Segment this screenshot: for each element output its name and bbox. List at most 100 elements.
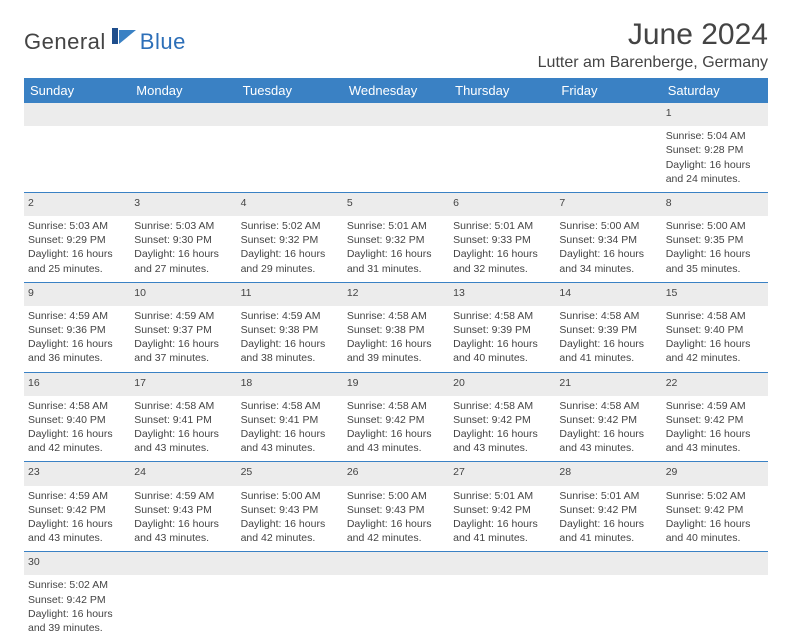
day-number-cell bbox=[449, 103, 555, 126]
day-cell bbox=[130, 126, 236, 192]
day-cell: Sunrise: 5:01 AMSunset: 9:42 PMDaylight:… bbox=[449, 486, 555, 552]
daylight-text: and 35 minutes. bbox=[666, 262, 764, 276]
day-cell bbox=[555, 126, 661, 192]
daylight-text: Daylight: 16 hours bbox=[134, 427, 232, 441]
day-cell bbox=[130, 575, 236, 641]
week-row: Sunrise: 5:04 AMSunset: 9:28 PMDaylight:… bbox=[24, 126, 768, 192]
daylight-text: and 36 minutes. bbox=[28, 351, 126, 365]
day-number-cell: 28 bbox=[555, 462, 661, 486]
daynum-row: 2345678 bbox=[24, 192, 768, 216]
sunrise-text: Sunrise: 4:58 AM bbox=[453, 399, 551, 413]
sunrise-text: Sunrise: 5:01 AM bbox=[453, 489, 551, 503]
daylight-text: and 43 minutes. bbox=[347, 441, 445, 455]
daylight-text: and 31 minutes. bbox=[347, 262, 445, 276]
daylight-text: and 43 minutes. bbox=[453, 441, 551, 455]
daylight-text: Daylight: 16 hours bbox=[241, 427, 339, 441]
daylight-text: Daylight: 16 hours bbox=[347, 427, 445, 441]
day-number-cell: 26 bbox=[343, 462, 449, 486]
day-cell bbox=[237, 575, 343, 641]
daylight-text: and 42 minutes. bbox=[28, 441, 126, 455]
day-number-cell: 9 bbox=[24, 282, 130, 306]
daylight-text: and 43 minutes. bbox=[134, 441, 232, 455]
daylight-text: Daylight: 16 hours bbox=[347, 247, 445, 261]
daylight-text: Daylight: 16 hours bbox=[28, 247, 126, 261]
daylight-text: Daylight: 16 hours bbox=[559, 247, 657, 261]
day-number-cell: 30 bbox=[24, 552, 130, 576]
day-cell bbox=[449, 126, 555, 192]
day-number-cell: 18 bbox=[237, 372, 343, 396]
month-title: June 2024 bbox=[538, 18, 768, 52]
day-cell: Sunrise: 5:00 AMSunset: 9:34 PMDaylight:… bbox=[555, 216, 661, 282]
day-cell: Sunrise: 5:02 AMSunset: 9:42 PMDaylight:… bbox=[662, 486, 768, 552]
col-monday: Monday bbox=[130, 78, 236, 103]
day-number-cell: 16 bbox=[24, 372, 130, 396]
week-row: Sunrise: 4:58 AMSunset: 9:40 PMDaylight:… bbox=[24, 396, 768, 462]
sunrise-text: Sunrise: 4:58 AM bbox=[347, 309, 445, 323]
col-thursday: Thursday bbox=[449, 78, 555, 103]
sunset-text: Sunset: 9:42 PM bbox=[559, 413, 657, 427]
col-wednesday: Wednesday bbox=[343, 78, 449, 103]
sunrise-text: Sunrise: 4:59 AM bbox=[241, 309, 339, 323]
sunrise-text: Sunrise: 5:03 AM bbox=[134, 219, 232, 233]
day-number-cell bbox=[555, 552, 661, 576]
daylight-text: and 25 minutes. bbox=[28, 262, 126, 276]
day-cell bbox=[555, 575, 661, 641]
sunset-text: Sunset: 9:42 PM bbox=[28, 593, 126, 607]
daylight-text: Daylight: 16 hours bbox=[347, 517, 445, 531]
title-block: June 2024 Lutter am Barenberge, Germany bbox=[538, 18, 768, 72]
daylight-text: Daylight: 16 hours bbox=[666, 247, 764, 261]
day-cell bbox=[237, 126, 343, 192]
sunrise-text: Sunrise: 4:59 AM bbox=[134, 309, 232, 323]
daylight-text: and 39 minutes. bbox=[347, 351, 445, 365]
day-number-cell bbox=[343, 552, 449, 576]
daylight-text: Daylight: 16 hours bbox=[28, 337, 126, 351]
daylight-text: and 40 minutes. bbox=[666, 531, 764, 545]
day-number-cell: 4 bbox=[237, 192, 343, 216]
sunset-text: Sunset: 9:43 PM bbox=[134, 503, 232, 517]
sunrise-text: Sunrise: 5:03 AM bbox=[28, 219, 126, 233]
daylight-text: and 41 minutes. bbox=[453, 531, 551, 545]
sunset-text: Sunset: 9:37 PM bbox=[134, 323, 232, 337]
day-number-cell: 3 bbox=[130, 192, 236, 216]
day-number-cell: 23 bbox=[24, 462, 130, 486]
sunrise-text: Sunrise: 5:02 AM bbox=[28, 578, 126, 592]
week-row: Sunrise: 5:03 AMSunset: 9:29 PMDaylight:… bbox=[24, 216, 768, 282]
daylight-text: and 42 minutes. bbox=[666, 351, 764, 365]
location-label: Lutter am Barenberge, Germany bbox=[538, 54, 768, 72]
sunrise-text: Sunrise: 5:02 AM bbox=[666, 489, 764, 503]
day-number-cell: 27 bbox=[449, 462, 555, 486]
day-cell: Sunrise: 5:01 AMSunset: 9:42 PMDaylight:… bbox=[555, 486, 661, 552]
day-number-cell: 1 bbox=[662, 103, 768, 126]
daynum-row: 9101112131415 bbox=[24, 282, 768, 306]
daylight-text: and 37 minutes. bbox=[134, 351, 232, 365]
day-cell: Sunrise: 4:59 AMSunset: 9:38 PMDaylight:… bbox=[237, 306, 343, 372]
sunrise-text: Sunrise: 5:01 AM bbox=[559, 489, 657, 503]
day-number-cell: 17 bbox=[130, 372, 236, 396]
daylight-text: Daylight: 16 hours bbox=[241, 247, 339, 261]
daylight-text: and 39 minutes. bbox=[28, 621, 126, 635]
day-number-cell: 15 bbox=[662, 282, 768, 306]
day-number-cell: 12 bbox=[343, 282, 449, 306]
day-cell: Sunrise: 5:03 AMSunset: 9:30 PMDaylight:… bbox=[130, 216, 236, 282]
daylight-text: Daylight: 16 hours bbox=[559, 517, 657, 531]
daylight-text: Daylight: 16 hours bbox=[347, 337, 445, 351]
day-cell: Sunrise: 4:58 AMSunset: 9:38 PMDaylight:… bbox=[343, 306, 449, 372]
daylight-text: Daylight: 16 hours bbox=[666, 427, 764, 441]
day-number-cell: 24 bbox=[130, 462, 236, 486]
day-cell: Sunrise: 4:59 AMSunset: 9:36 PMDaylight:… bbox=[24, 306, 130, 372]
day-cell bbox=[449, 575, 555, 641]
day-cell: Sunrise: 4:58 AMSunset: 9:40 PMDaylight:… bbox=[24, 396, 130, 462]
day-cell: Sunrise: 5:00 AMSunset: 9:35 PMDaylight:… bbox=[662, 216, 768, 282]
sunset-text: Sunset: 9:42 PM bbox=[453, 413, 551, 427]
sunset-text: Sunset: 9:30 PM bbox=[134, 233, 232, 247]
day-number-cell bbox=[662, 552, 768, 576]
sunset-text: Sunset: 9:40 PM bbox=[666, 323, 764, 337]
sunrise-text: Sunrise: 4:58 AM bbox=[666, 309, 764, 323]
day-cell: Sunrise: 4:58 AMSunset: 9:42 PMDaylight:… bbox=[555, 396, 661, 462]
sunrise-text: Sunrise: 5:00 AM bbox=[347, 489, 445, 503]
sunrise-text: Sunrise: 4:59 AM bbox=[134, 489, 232, 503]
day-cell bbox=[343, 126, 449, 192]
sunrise-text: Sunrise: 4:58 AM bbox=[241, 399, 339, 413]
sunset-text: Sunset: 9:35 PM bbox=[666, 233, 764, 247]
day-number-cell bbox=[555, 103, 661, 126]
